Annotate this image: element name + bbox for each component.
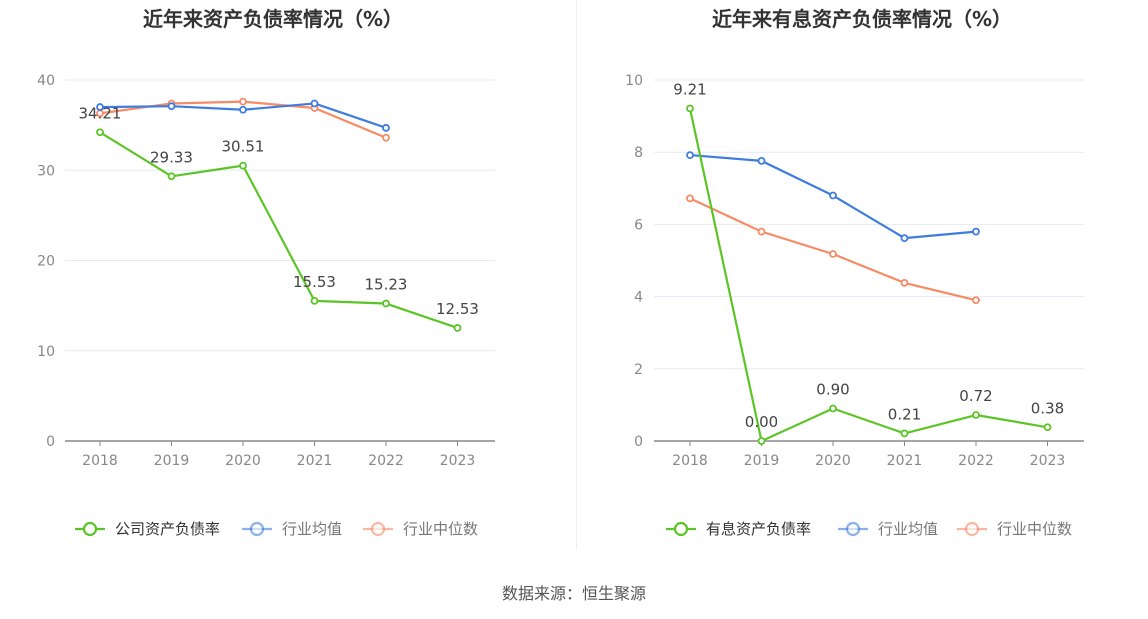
data-point-company xyxy=(239,161,247,170)
data-point-median xyxy=(757,227,766,236)
data-point-company xyxy=(96,128,104,137)
legend-item-company: 公司资产负债率 xyxy=(75,520,220,538)
legend-marker xyxy=(249,521,265,537)
legend-item-median: 行业中位数 xyxy=(957,520,1072,538)
legend-marker xyxy=(82,521,98,537)
x-tick-label: 2021 xyxy=(887,453,923,469)
data-label: 0.72 xyxy=(959,387,992,405)
data-label: 30.51 xyxy=(222,138,265,156)
x-tick-label: 2018 xyxy=(672,453,708,469)
data-label: 0.21 xyxy=(888,405,921,423)
legend-item-company: 有息资产负债率 xyxy=(666,520,811,538)
data-label: 12.53 xyxy=(436,300,479,318)
y-tick-label: 0 xyxy=(634,434,643,450)
chart-title: 近年来有息资产负债率情况（%） xyxy=(712,7,1012,31)
data-point-company xyxy=(686,104,694,113)
y-tick-label: 10 xyxy=(625,73,643,89)
x-tick-label: 2022 xyxy=(368,453,404,469)
data-point-company xyxy=(757,437,766,445)
data-point-company xyxy=(310,296,319,305)
legend-marker xyxy=(673,521,689,537)
data-point-median xyxy=(972,296,980,305)
data-point-median xyxy=(686,194,694,203)
data-label: 9.21 xyxy=(673,81,706,99)
legend-marker xyxy=(370,521,386,537)
data-point-average xyxy=(972,227,980,236)
legend-item-average: 行业均值 xyxy=(838,520,938,538)
data-point-average xyxy=(167,102,176,111)
y-tick-label: 40 xyxy=(37,73,55,89)
data-point-average xyxy=(686,151,694,159)
chart-title: 近年来资产负债率情况（%） xyxy=(143,7,403,31)
y-tick-label: 6 xyxy=(634,217,643,233)
x-tick-label: 2020 xyxy=(815,453,851,469)
data-point-company xyxy=(167,172,176,181)
data-point-company xyxy=(382,299,390,308)
x-tick-label: 2021 xyxy=(297,453,333,469)
x-tick-label: 2018 xyxy=(82,453,118,469)
data-point-average xyxy=(757,156,766,165)
data-label: 0.00 xyxy=(745,413,778,431)
legend-marker xyxy=(964,521,980,537)
data-point-median xyxy=(900,278,909,287)
data-label: 15.53 xyxy=(293,273,336,291)
legend-item-average: 行业均值 xyxy=(242,520,342,538)
data-label: 0.38 xyxy=(1031,399,1064,417)
data-label: 29.33 xyxy=(150,148,193,166)
chart-divider xyxy=(576,0,577,550)
legend-marker xyxy=(845,521,861,537)
data-point-average xyxy=(900,234,909,243)
y-tick-label: 8 xyxy=(634,145,643,161)
y-tick-label: 20 xyxy=(37,254,55,270)
data-point-average xyxy=(239,105,247,114)
y-tick-label: 2 xyxy=(634,362,643,378)
data-point-average xyxy=(382,123,390,132)
x-tick-label: 2019 xyxy=(154,453,190,469)
data-point-median xyxy=(829,250,837,258)
y-tick-label: 4 xyxy=(634,290,643,306)
y-tick-label: 10 xyxy=(37,344,55,360)
legend-item-median: 行业中位数 xyxy=(363,520,478,538)
data-point-company xyxy=(829,404,837,413)
x-tick-label: 2022 xyxy=(958,453,994,469)
data-point-company xyxy=(453,324,462,332)
x-tick-label: 2020 xyxy=(225,453,261,469)
source-note: 数据来源：恒生聚源 xyxy=(501,584,646,603)
chart-interest-bearing-liability-ratio: 近年来有息资产负债率情况（%） 0 2 4 6 8 10 2018 2019 2020 2021 20… xyxy=(625,7,1084,538)
legend-label: 行业均值 xyxy=(282,520,342,538)
series-line-median xyxy=(689,197,977,302)
legend-label: 公司资产负债率 xyxy=(115,520,220,538)
x-tick-label: 2019 xyxy=(744,453,780,469)
data-point-company xyxy=(900,429,909,438)
data-label: 0.90 xyxy=(816,381,849,399)
series-line-company xyxy=(99,131,458,329)
data-point-average xyxy=(96,103,104,111)
chart-asset-liability-ratio: 近年来资产负债率情况（%） 0 10 20 30 40 2018 2019 2020 2021 20… xyxy=(37,7,495,538)
data-point-median xyxy=(239,97,247,106)
legend-label: 有息资产负债率 xyxy=(706,520,811,538)
data-point-median xyxy=(382,133,390,142)
legend-label: 行业中位数 xyxy=(403,520,478,538)
x-tick-label: 2023 xyxy=(440,453,476,469)
y-tick-label: 30 xyxy=(37,163,55,179)
data-point-average xyxy=(829,191,837,200)
x-tick-label: 2023 xyxy=(1030,453,1066,469)
legend-label: 行业中位数 xyxy=(997,520,1072,538)
data-point-company xyxy=(1043,423,1052,432)
legend-label: 行业均值 xyxy=(878,520,938,538)
data-label: 34.21 xyxy=(79,104,122,122)
data-label: 15.23 xyxy=(365,276,408,294)
y-tick-label: 0 xyxy=(46,434,55,450)
data-point-average xyxy=(310,99,319,108)
data-point-company xyxy=(972,411,980,419)
series-line-company xyxy=(688,108,1048,443)
